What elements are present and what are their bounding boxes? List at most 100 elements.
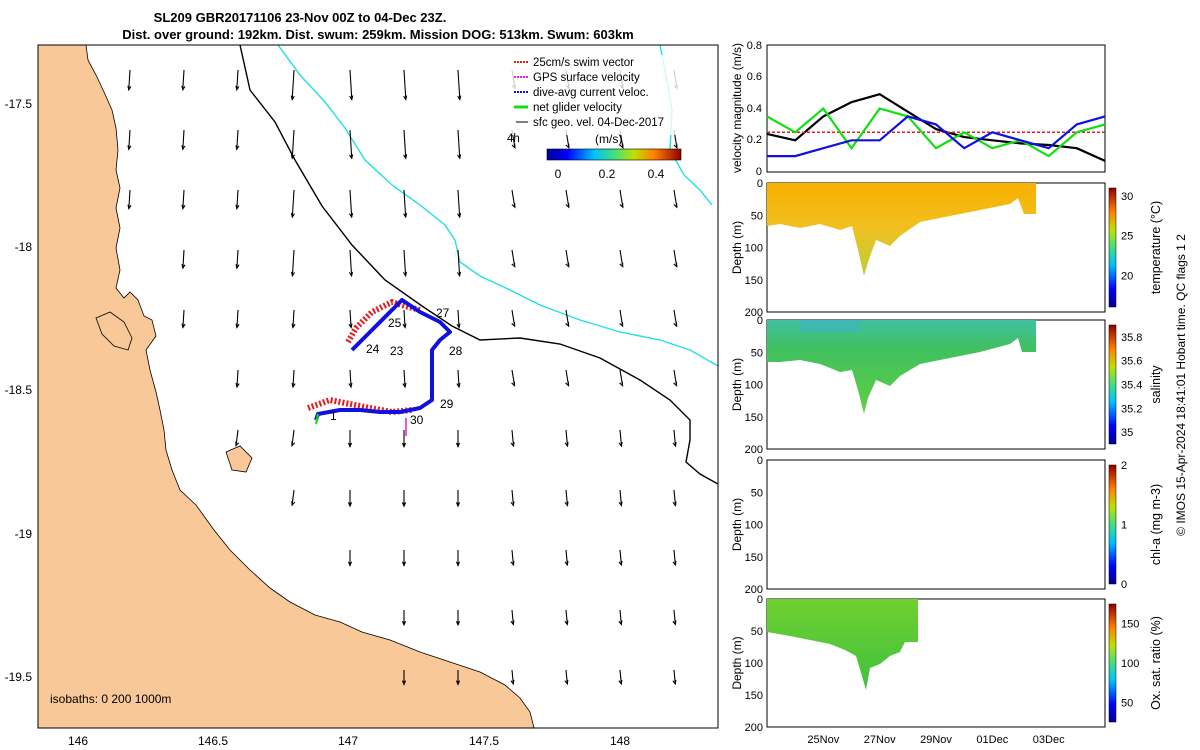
velocity-arrowhead (349, 95, 354, 101)
depth-tick: 150 (745, 690, 763, 702)
legend-label: GPS surface velocity (533, 72, 640, 84)
x-tick: 148 (610, 734, 630, 748)
depth-label: Depth (m) (730, 221, 744, 274)
depth-tick: 200 (745, 444, 763, 456)
colorbar-tick: 100 (1121, 658, 1139, 670)
velocity-arrowhead (564, 620, 569, 626)
section-colorbar-label: chl-a (mg m-3) (1149, 484, 1163, 565)
velocity-arrow (349, 189, 353, 218)
velocity-arrowhead (511, 381, 516, 387)
velocity-arrowhead (457, 212, 462, 219)
velocity-arrowhead (181, 323, 186, 329)
velocity-arrowhead (290, 95, 295, 101)
depth-tick: 50 (751, 210, 763, 222)
velocity-arrow (349, 249, 353, 276)
velocity-arrow (403, 129, 407, 159)
velocity-arrowhead (564, 501, 569, 507)
velocity-arrowhead (455, 442, 461, 449)
map-panel: 23 24 25 27 28 29 30 1 25cm/s swim vecto… (5, 44, 719, 748)
velocity-arrow (565, 429, 569, 447)
coastline-land (38, 45, 535, 728)
isobaths-label: isobaths: 0 200 1000m (50, 692, 171, 706)
velocity-arrowhead (565, 143, 570, 149)
y-tick: -19 (15, 527, 33, 541)
colorbar-tick: 35.2 (1121, 403, 1142, 415)
map-legend: 25cm/s swim vector GPS surface velocity … (507, 55, 690, 181)
day-label: 25 (388, 316, 402, 330)
velocity-arrowhead (348, 382, 353, 389)
section-colorbar (1108, 324, 1117, 445)
colorbar-tick: 50 (1121, 697, 1133, 709)
depth-tick: 0 (757, 178, 763, 190)
velocity-series-line (766, 106, 1106, 158)
velocity-arrowhead (290, 212, 295, 219)
x-tick: 147 (338, 734, 358, 748)
velocity-arrow (349, 309, 352, 328)
velocity-series-line (767, 115, 1106, 158)
velocity-arrowhead (181, 85, 186, 92)
day-label: 27 (436, 306, 450, 320)
velocity-arrow (349, 69, 353, 100)
velocity-arrowhead (290, 271, 296, 278)
velocity-arrow (236, 189, 239, 209)
oxygen-section (767, 599, 918, 690)
velocity-arrowhead (127, 85, 132, 92)
day-labels: 23 24 25 27 28 29 30 1 (330, 306, 463, 427)
y-tick: -18.5 (5, 383, 33, 397)
velocity-arrow (457, 129, 461, 159)
colorbar-tick: 1 (1121, 520, 1127, 532)
island (95, 311, 133, 351)
velocity-arrow (619, 549, 622, 565)
y-tick: -17.5 (5, 97, 33, 111)
colorbar-label: (m/s) (595, 132, 622, 146)
velocity-arrowhead (456, 323, 461, 329)
velocity-ylabel: velocity magnitude (m/s) (730, 43, 744, 173)
velocity-arrow (565, 609, 568, 625)
velocity-arrowhead (347, 442, 353, 449)
velocity-arrowhead (619, 262, 624, 268)
velocity-arrow (236, 249, 239, 269)
velocity-arrow (457, 309, 460, 328)
velocity-arrow (182, 189, 185, 209)
velocity-arrow (403, 189, 407, 218)
velocity-arrowhead (619, 203, 624, 209)
velocity-arrow (511, 609, 514, 625)
velocity-arrowhead (348, 323, 353, 329)
velocity-lines (766, 93, 1106, 162)
velocity-arrowhead (401, 442, 407, 449)
velocity-arrowhead (401, 620, 407, 627)
velocity-arrow (619, 429, 623, 447)
velocity-arrowhead (291, 382, 296, 389)
velocity-arrowhead (672, 501, 677, 507)
velocity-series-line (766, 93, 1106, 162)
y-tick: 0.4 (747, 103, 762, 115)
section-colorbar (1108, 187, 1117, 308)
depth-tick: 0 (757, 455, 763, 467)
velocity-arrow (457, 369, 460, 387)
velocity-arrowhead (672, 442, 677, 448)
credit-text: © IMOS 15-Apr-2024 18:41:01 Hobart time.… (1174, 234, 1188, 536)
salinity-section (767, 320, 1036, 414)
title-line2: Dist. over ground: 192km. Dist. swum: 25… (122, 27, 634, 42)
velocity-arrowhead (235, 85, 240, 92)
colorbar-tick: 0 (555, 167, 562, 181)
day-label: 28 (449, 344, 463, 358)
velocity-arrow (182, 249, 185, 269)
velocity-arrow (565, 549, 568, 565)
velocity-arrowhead (510, 620, 515, 626)
velocity-arrowhead (457, 154, 462, 160)
y-tick: 0.8 (747, 40, 762, 52)
depth-label: Depth (m) (730, 498, 744, 551)
velocity-arrow (291, 129, 295, 159)
velocity-arrow (292, 309, 295, 328)
map-frame (37, 44, 719, 729)
section-frame (766, 459, 1106, 590)
temperature-section (767, 183, 1036, 276)
velocity-arrow (673, 489, 677, 506)
velocity-arrowhead (401, 502, 407, 508)
velocity-arrowhead (619, 322, 624, 328)
velocity-arrow (457, 249, 461, 276)
velocity-arrow (619, 609, 622, 625)
depth-tick: 50 (751, 487, 763, 499)
y-tick: -19.5 (5, 670, 33, 684)
